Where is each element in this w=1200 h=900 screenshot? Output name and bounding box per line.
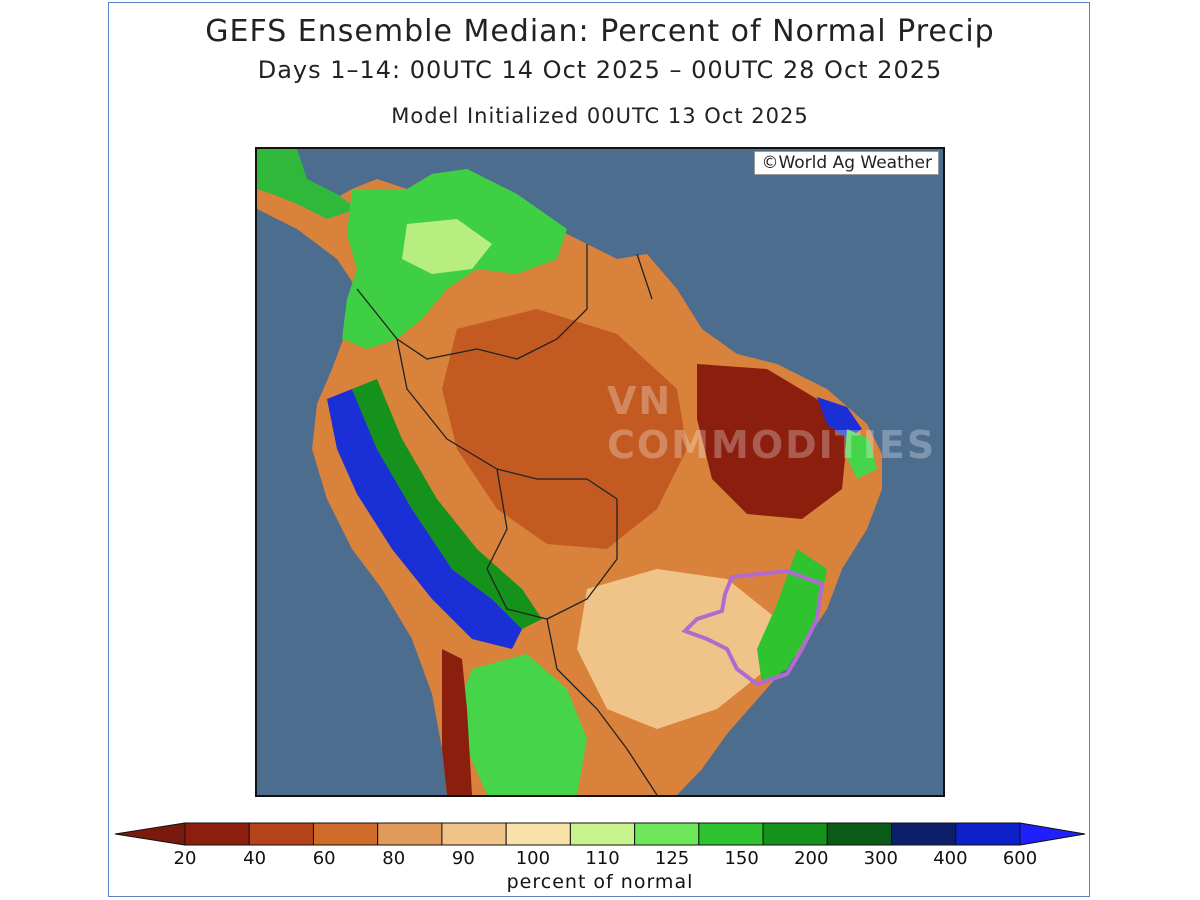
legend-tick-label: 200 (794, 848, 829, 869)
legend-tick-label: 300 (863, 848, 899, 869)
chile-dry-strip (442, 649, 472, 795)
northwest-light-patch (402, 219, 492, 274)
copyright-credit: ©World Ag Weather (754, 151, 939, 175)
legend-unit-label: percent of normal (506, 871, 694, 893)
legend-tick-label: 100 (515, 848, 551, 869)
legend-tick-label: 150 (724, 848, 759, 869)
map-subtitle: Days 1–14: 00UTC 14 Oct 2025 – 00UTC 28 … (257, 56, 943, 84)
southeast-light-area (577, 569, 777, 729)
legend-swatch (184, 822, 250, 846)
northeast-coast-wet (817, 397, 862, 439)
legend-swatch (762, 822, 828, 846)
legend-swatch (891, 822, 957, 846)
legend-tick-label: 80 (382, 848, 406, 869)
legend-swatch (955, 822, 1021, 846)
andes-green-fringe (352, 379, 542, 629)
amazon-dry-core (442, 309, 687, 549)
country-borders (356, 244, 658, 795)
legend-swatch (377, 822, 443, 846)
legend-tick-label: 90 (451, 848, 475, 869)
legend-swatch (505, 822, 571, 846)
central-america (257, 149, 357, 219)
legend-tick-label: 60 (312, 848, 336, 869)
legend-high-arrow (1019, 822, 1086, 846)
legend-swatch (826, 822, 893, 846)
legend-tick-label: 600 (1002, 848, 1038, 869)
legend-tick-label: 40 (243, 848, 267, 869)
legend-tick-label: 125 (654, 848, 690, 869)
andes-wet-band (327, 389, 522, 649)
southeast-coast-green (757, 549, 827, 684)
northeast-coast-green (845, 429, 877, 479)
legend-tick-label: 110 (585, 848, 620, 869)
legend-swatch (248, 822, 314, 846)
precip-map: VN COMMODITIES ©World Ag Weather (255, 147, 945, 797)
highlighted-region-outline (681, 568, 825, 687)
legend-tick-label: 20 (173, 848, 197, 869)
northeast-brazil-very-dry (697, 364, 847, 519)
legend-swatch (569, 822, 636, 846)
watermark-text: VN COMMODITIES (607, 379, 937, 467)
map-canvas (257, 149, 943, 795)
legend-tick-label: 400 (933, 848, 968, 869)
map-title: GEFS Ensemble Median: Percent of Normal … (205, 14, 995, 49)
legend-swatch (698, 822, 764, 846)
legend-swatch (441, 822, 507, 846)
legend-low-arrow (114, 822, 186, 846)
model-init-label: Model Initialized 00UTC 13 Oct 2025 (391, 104, 809, 128)
legend-swatch (634, 822, 700, 846)
southern-wet-region (457, 654, 587, 795)
legend-colorbar (114, 822, 1086, 846)
legend-swatch (312, 822, 379, 846)
